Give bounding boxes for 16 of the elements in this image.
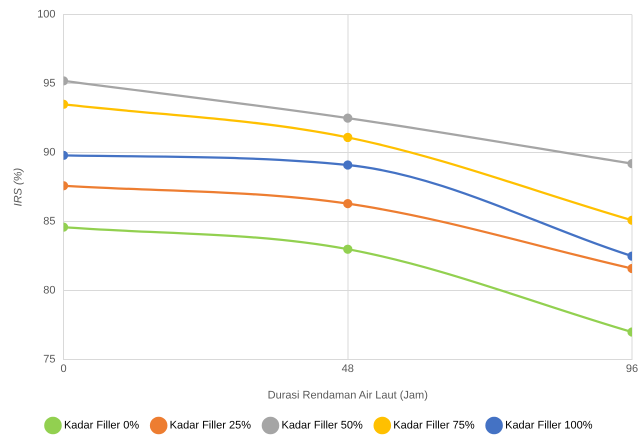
y-tick-label: 80 xyxy=(43,284,56,297)
legend-label: Kadar Filler 50% xyxy=(281,420,364,432)
x-axis-title: Durasi Rendaman Air Laut (Jam) xyxy=(268,389,428,402)
y-tick-label: 100 xyxy=(37,8,56,21)
y-tick-label: 95 xyxy=(43,78,56,90)
legend-label: Kadar Filler 0% xyxy=(64,420,140,432)
legend-label: Kadar Filler 75% xyxy=(393,420,475,432)
y-axis-title: IRS (%) xyxy=(12,168,25,206)
y-tick-label: 85 xyxy=(43,216,56,228)
legend-label: Kadar Filler 100% xyxy=(505,420,593,432)
x-tick-label: 48 xyxy=(342,363,354,376)
y-tick-label: 90 xyxy=(43,146,56,159)
x-tick-label: 0 xyxy=(60,363,67,376)
y-tick-label: 75 xyxy=(43,354,56,366)
legend-label: Kadar Filler 25% xyxy=(170,420,252,432)
x-tick-label: 96 xyxy=(626,363,638,376)
